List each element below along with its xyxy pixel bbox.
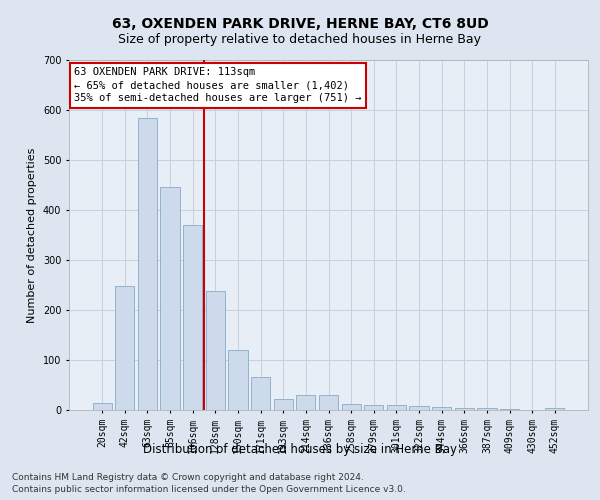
Bar [92, 402, 112, 410]
Text: 63, OXENDEN PARK DRIVE, HERNE BAY, CT6 8UD: 63, OXENDEN PARK DRIVE, HERNE BAY, CT6 8… [112, 18, 488, 32]
Text: Distribution of detached houses by size in Herne Bay: Distribution of detached houses by size … [143, 442, 457, 456]
Bar [387, 405, 406, 410]
Bar [251, 376, 270, 410]
Bar [115, 286, 134, 410]
Bar [500, 409, 519, 410]
Text: Contains HM Land Registry data © Crown copyright and database right 2024.: Contains HM Land Registry data © Crown c… [12, 472, 364, 482]
Bar [319, 395, 338, 410]
Bar [432, 406, 451, 410]
Text: Contains public sector information licensed under the Open Government Licence v3: Contains public sector information licen… [12, 485, 406, 494]
Bar [409, 406, 428, 410]
Bar [160, 186, 180, 410]
Text: 63 OXENDEN PARK DRIVE: 113sqm
← 65% of detached houses are smaller (1,402)
35% o: 63 OXENDEN PARK DRIVE: 113sqm ← 65% of d… [74, 67, 362, 104]
Bar [274, 399, 293, 410]
Bar [183, 225, 202, 410]
Bar [477, 408, 497, 410]
Bar [364, 405, 383, 410]
Bar [455, 408, 474, 410]
Text: Size of property relative to detached houses in Herne Bay: Size of property relative to detached ho… [119, 32, 482, 46]
Bar [296, 395, 316, 410]
Bar [206, 291, 225, 410]
Bar [138, 118, 157, 410]
Y-axis label: Number of detached properties: Number of detached properties [28, 148, 37, 322]
Bar [341, 404, 361, 410]
Bar [545, 408, 565, 410]
Bar [229, 350, 248, 410]
